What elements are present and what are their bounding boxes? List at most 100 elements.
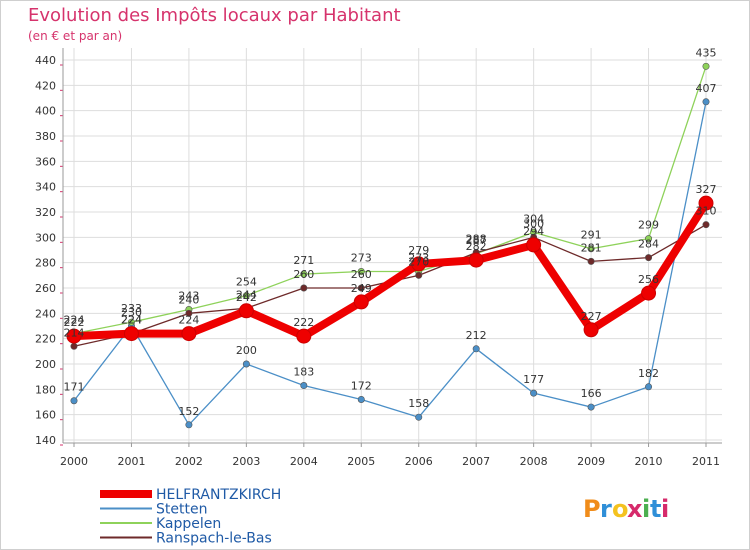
data-label-kappelen-2001: 233 <box>121 302 142 315</box>
point-helfrantzkirch-2006 <box>411 256 427 272</box>
point-stetten-2006 <box>415 413 423 421</box>
point-helfrantzkirch-2002 <box>181 326 197 342</box>
data-label-kappelen-2003: 254 <box>236 276 257 289</box>
data-label-kappelen-2010: 299 <box>638 219 659 232</box>
x-tick-label-2001: 2001 <box>117 455 145 468</box>
chart-title: Evolution des Impôts locaux par Habitant <box>28 5 401 26</box>
logo-letter: i <box>642 495 650 523</box>
logo-letter: i <box>661 495 669 523</box>
data-label-helfrantzkirch-2007: 282 <box>466 240 487 253</box>
point-ranspach-le-bas-2009 <box>587 257 595 265</box>
logo-letter: o <box>612 495 629 523</box>
y-tick-label-340: 340 <box>35 181 56 194</box>
point-kappelen-2005 <box>357 268 365 276</box>
data-label-helfrantzkirch-2001: 224 <box>121 314 142 327</box>
logo-letter: r <box>600 495 612 523</box>
x-tick-label-2009: 2009 <box>577 455 605 468</box>
point-stetten-2003 <box>242 360 250 368</box>
data-label-stetten-2001: 230 <box>121 306 142 319</box>
axis-layer: 140 160 180 200 220 240 260 280 300 320 340 360 380 4… <box>35 48 722 468</box>
point-helfrantzkirch-2003 <box>238 303 254 319</box>
point-stetten-2007 <box>472 345 480 353</box>
x-tick-label-2008: 2008 <box>520 455 548 468</box>
data-label-kappelen-2005: 273 <box>351 252 372 265</box>
point-stetten-2011 <box>702 98 710 106</box>
data-label-stetten-2009: 166 <box>581 387 602 400</box>
chart-subtitle: (en € et par an) <box>28 29 123 43</box>
data-label-stetten-2011: 407 <box>696 82 717 95</box>
legend-layer: HELFRANTZKIRCHStettenKappelenRanspach-le… <box>100 487 281 547</box>
data-label-stetten-2002: 152 <box>178 405 199 418</box>
data-label-ranspach-le-bas-2008: 300 <box>523 217 544 230</box>
data-label-ranspach-le-bas-2009: 281 <box>581 241 602 254</box>
data-label-kappelen-2004: 271 <box>293 254 314 267</box>
point-stetten-2005 <box>357 395 365 403</box>
data-label-ranspach-le-bas-2002: 240 <box>178 293 199 306</box>
point-kappelen-2010 <box>645 235 653 243</box>
data-label-stetten-2004: 183 <box>293 366 314 379</box>
legend-label-stetten: Stetten <box>156 502 207 518</box>
point-helfrantzkirch-2004 <box>296 328 312 344</box>
data-label-ranspach-le-bas-2004: 260 <box>293 268 314 281</box>
y-tick-label-420: 420 <box>35 79 56 92</box>
point-ranspach-le-bas-2011 <box>702 221 710 229</box>
logo-letter: x <box>627 495 643 523</box>
y-tick-label-280: 280 <box>35 257 56 270</box>
data-label-kappelen-2006: 273 <box>408 252 429 265</box>
data-label-ranspach-le-bas-2010: 284 <box>638 238 659 251</box>
point-ranspach-le-bas-2000 <box>70 342 78 350</box>
data-label-ranspach-le-bas-2006: 270 <box>408 255 429 268</box>
y-tick-label-240: 240 <box>35 307 56 320</box>
x-tick-label-2005: 2005 <box>347 455 375 468</box>
data-label-helfrantzkirch-2000: 222 <box>64 316 85 329</box>
x-tick-label-2003: 2003 <box>232 455 260 468</box>
data-label-helfrantzkirch-2002: 224 <box>178 314 199 327</box>
series-layer <box>66 62 714 429</box>
x-tick-label-2011: 2011 <box>692 455 720 468</box>
point-ranspach-le-bas-2004 <box>300 284 308 292</box>
legend-label-kappelen: Kappelen <box>156 516 221 532</box>
point-helfrantzkirch-2000 <box>66 328 82 344</box>
point-stetten-2000 <box>70 397 78 405</box>
x-tick-label-2002: 2002 <box>175 455 203 468</box>
data-label-helfrantzkirch-2009: 227 <box>581 310 602 323</box>
data-label-helfrantzkirch-2008: 294 <box>523 225 544 238</box>
data-label-stetten-2010: 182 <box>638 367 659 380</box>
grid-layer <box>63 48 722 443</box>
data-label-stetten-2005: 172 <box>351 379 372 392</box>
y-tick-label-300: 300 <box>35 231 56 244</box>
data-label-kappelen-2011: 435 <box>696 46 717 59</box>
plot-area <box>63 48 722 443</box>
point-kappelen-2009 <box>587 245 595 253</box>
y-tick-label-400: 400 <box>35 105 56 118</box>
legend-label-ranspach-le-bas: Ranspach-le-Bas <box>156 531 272 547</box>
y-tick-label-160: 160 <box>35 409 56 422</box>
point-stetten-2002 <box>185 421 193 429</box>
data-label-kappelen-2002: 243 <box>178 290 199 303</box>
point-kappelen-2003 <box>242 292 250 300</box>
data-label-ranspach-le-bas-2011: 310 <box>696 205 717 218</box>
point-helfrantzkirch-2008 <box>526 237 542 253</box>
data-label-stetten-2003: 200 <box>236 344 257 357</box>
point-helfrantzkirch-2011 <box>698 195 714 211</box>
logo-letter: P <box>583 495 601 523</box>
x-tick-label-2010: 2010 <box>635 455 663 468</box>
y-tick-label-440: 440 <box>35 54 56 67</box>
data-label-stetten-2006: 158 <box>408 397 429 410</box>
point-kappelen-2004 <box>300 270 308 278</box>
data-label-kappelen-2007: 287 <box>466 234 487 247</box>
data-label-helfrantzkirch-2005: 249 <box>351 282 372 295</box>
data-label-helfrantzkirch-2004: 222 <box>293 316 314 329</box>
point-helfrantzkirch-2005 <box>353 294 369 310</box>
data-label-ranspach-le-bas-2000: 214 <box>64 326 85 339</box>
point-helfrantzkirch-2009 <box>583 322 599 338</box>
y-tick-label-180: 180 <box>35 383 56 396</box>
data-label-helfrantzkirch-2010: 256 <box>638 273 659 286</box>
y-tick-label-380: 380 <box>35 130 56 143</box>
logo-letter: t <box>650 495 661 523</box>
data-label-ranspach-le-bas-2001: 224 <box>121 314 142 327</box>
legend-label-helfrantzkirch: HELFRANTZKIRCH <box>156 487 281 503</box>
data-label-kappelen-2000: 224 <box>64 314 85 327</box>
